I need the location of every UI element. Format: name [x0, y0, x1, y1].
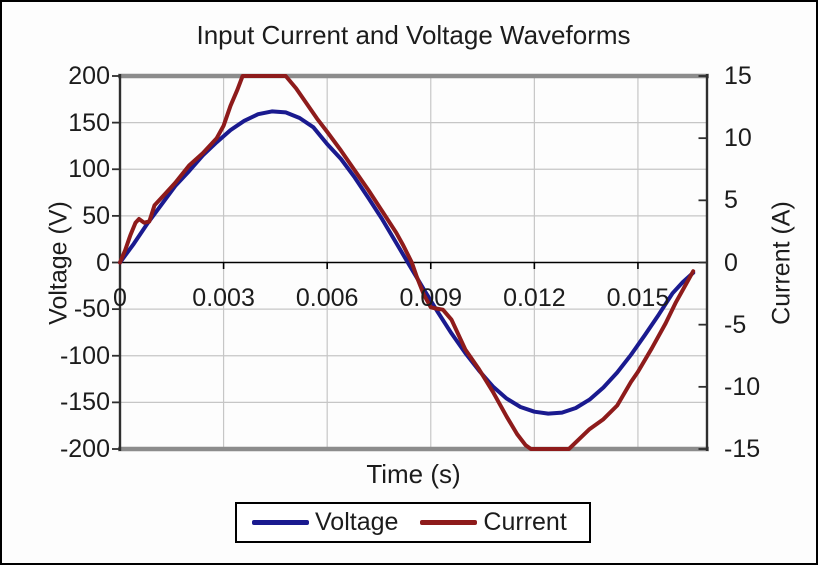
y-axis-left-tick-label: 200 [68, 62, 110, 90]
y-axis-left-tick-label: 50 [82, 201, 110, 230]
y-axis-right-tick-label: -5 [724, 310, 747, 339]
y-axis-right-tick-label: -10 [724, 372, 761, 401]
x-axis-tick-label: 0.003 [192, 284, 255, 312]
x-axis-title: Time (s) [366, 459, 461, 489]
x-axis-tick-label: 0.009 [399, 284, 463, 312]
y-axis-left-tick-label: -50 [73, 295, 110, 324]
voltage-legend-line-icon [252, 520, 309, 525]
y-axis-left-tick-label: 100 [68, 155, 110, 184]
y-axis-right-tick-label: 15 [724, 62, 752, 90]
voltage-legend-label: Voltage [315, 508, 399, 536]
y-axis-right-tick-label: 10 [724, 124, 752, 153]
chart-title: Input Current and Voltage Waveforms [196, 20, 631, 50]
legend-item-voltage: Voltage [252, 508, 398, 537]
y-axis-right-tick-label: 5 [724, 186, 738, 215]
x-axis-tick-label: 0.012 [503, 284, 566, 312]
y-axis-left-tick-label: -200 [59, 435, 110, 463]
legend-item-current: Current [420, 508, 567, 537]
current-curve [118, 74, 696, 451]
y-axis-left-tick-label: 0 [96, 248, 110, 277]
voltage-curve [118, 109, 696, 416]
current-legend-line-icon [420, 520, 478, 525]
y-axis-right-tick-label: 0 [724, 248, 738, 277]
legend: Voltage Current [235, 502, 591, 543]
current-legend-label: Current [483, 508, 567, 536]
x-axis-tick-label: 0.006 [295, 284, 359, 312]
y-axis-right-tick-label: -15 [724, 435, 761, 463]
x-axis-tick-label: 0.015 [606, 284, 670, 312]
x-axis-tick-label: 0 [113, 284, 127, 312]
y-axis-left-tick-label: -100 [59, 341, 110, 370]
y-axis-left-tick-label: 150 [68, 108, 110, 137]
y-axis-left-tick-label: -150 [59, 388, 110, 417]
